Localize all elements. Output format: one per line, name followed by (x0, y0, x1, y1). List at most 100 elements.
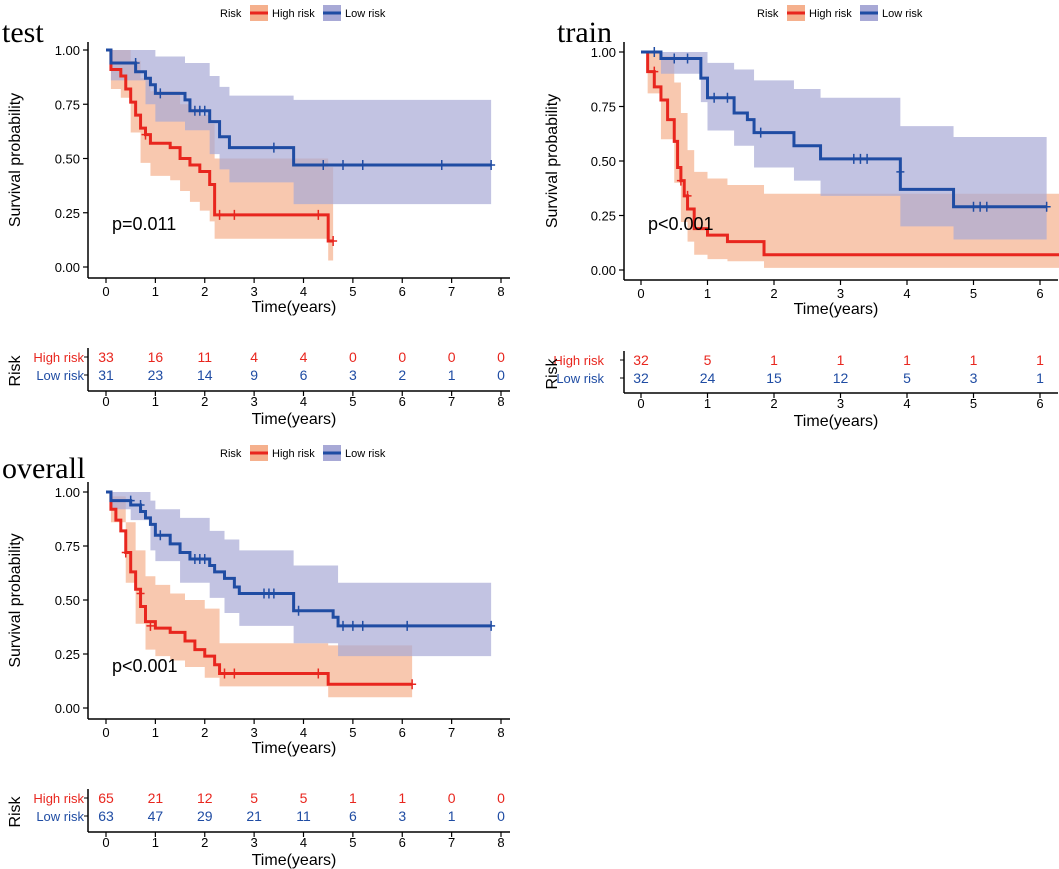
risk-table-x-label: Time(years) (252, 411, 337, 428)
censor-mark-high-risk (408, 679, 417, 690)
y-tick-label: 0.25 (55, 206, 80, 221)
risk-count: 5 (250, 790, 258, 806)
x-tick-label: 4 (300, 284, 307, 299)
censor-mark-low-risk (269, 142, 278, 153)
risk-x-tick-label: 3 (251, 835, 258, 850)
censor-mark-low-risk (136, 499, 145, 510)
risk-count: 1 (770, 352, 778, 368)
y-tick-label: 1.00 (55, 43, 80, 58)
x-axis-label: Time(years) (794, 301, 879, 318)
legend-title: Risk (220, 448, 242, 460)
ci-band-low-risk (106, 492, 492, 657)
risk-count: 0 (497, 808, 505, 824)
risk-x-tick-label: 4 (903, 396, 910, 411)
censor-mark-low-risk (156, 88, 165, 99)
y-axis-label: Survival probability (7, 93, 24, 227)
y-tick-label: 0.50 (55, 593, 80, 608)
censor-mark-low-risk (896, 166, 905, 177)
p-value: p<0.001 (648, 214, 714, 234)
censor-mark-low-risk (403, 620, 412, 631)
censor-mark-low-risk (650, 47, 659, 57)
survival-curve-low-risk (106, 48, 492, 167)
x-tick-label: 1 (152, 725, 159, 740)
risk-count: 0 (398, 349, 406, 365)
censor-mark-low-risk (339, 160, 347, 171)
legend-low-risk-label: Low risk (345, 448, 386, 460)
risk-x-tick-label: 2 (201, 394, 208, 409)
legend-title: Risk (757, 8, 779, 20)
x-axis-label: Time(years) (252, 299, 337, 316)
risk-count: 3 (970, 370, 978, 386)
censor-mark-high-risk (230, 668, 239, 679)
risk-x-tick-label: 6 (399, 835, 406, 850)
x-tick-label: 5 (349, 284, 356, 299)
risk-count: 1 (837, 352, 845, 368)
p-value: p=0.011 (112, 214, 176, 234)
censor-mark-high-risk (146, 620, 155, 631)
risk-count: 4 (250, 349, 258, 365)
censor-mark-high-risk (329, 235, 338, 246)
panel-title: train (557, 16, 612, 49)
risk-count: 11 (197, 349, 212, 365)
x-tick-label: 6 (399, 725, 406, 740)
risk-row-label-high: High risk (553, 353, 604, 368)
censor-mark-low-risk (269, 588, 278, 599)
y-tick-label: 0.75 (55, 539, 80, 554)
risk-table-x-label: Time(years) (252, 852, 337, 869)
risk-count: 1 (398, 790, 406, 806)
risk-count: 5 (704, 352, 712, 368)
legend-high-risk-label: High risk (272, 448, 315, 460)
censor-mark-low-risk (756, 127, 765, 138)
censor-mark-low-risk (723, 92, 732, 103)
risk-x-tick-label: 0 (637, 396, 644, 411)
x-tick-label: 5 (970, 286, 977, 301)
x-tick-label: 5 (349, 725, 356, 740)
risk-count: 3 (398, 808, 406, 824)
risk-count: 21 (148, 790, 164, 806)
risk-count: 0 (497, 367, 505, 383)
risk-x-tick-label: 6 (399, 394, 406, 409)
risk-count: 63 (98, 808, 114, 824)
legend: Risk High risk Low risk (220, 445, 386, 461)
censor-mark-low-risk (487, 160, 496, 171)
risk-count: 1 (448, 367, 456, 383)
censor-mark-low-risk (339, 620, 347, 631)
y-tick-label: 0.25 (55, 647, 80, 662)
x-tick-label: 6 (1036, 286, 1043, 301)
censor-mark-high-risk (230, 209, 239, 220)
risk-x-tick-label: 3 (837, 396, 844, 411)
legend-high-risk-label: High risk (809, 8, 852, 20)
censor-mark-high-risk (650, 66, 659, 77)
censor-mark-low-risk (670, 53, 679, 64)
x-tick-label: 3 (837, 286, 844, 301)
ci-band-low-risk (641, 52, 1047, 240)
p-value: p<0.001 (112, 656, 178, 676)
y-tick-label: 1.00 (591, 45, 616, 60)
censor-mark-low-risk (319, 160, 328, 171)
km-panel-test: test Risk High risk Low risk 0.00 0.25 0.50 0.7… (2, 5, 510, 428)
x-tick-label: 1 (152, 284, 159, 299)
censor-mark-high-risk (136, 588, 145, 599)
risk-count: 0 (448, 349, 456, 365)
x-tick-label: 4 (903, 286, 910, 301)
x-tick-label: 0 (637, 286, 644, 301)
risk-count: 14 (197, 367, 213, 383)
censor-mark-high-risk (121, 547, 130, 558)
risk-count: 12 (197, 790, 213, 806)
risk-count: 65 (98, 790, 114, 806)
risk-x-tick-label: 1 (152, 835, 159, 850)
y-tick-label: 0.75 (591, 100, 616, 115)
censor-mark-low-risk (358, 160, 367, 171)
censor-mark-low-risk (683, 53, 692, 64)
x-tick-label: 3 (251, 725, 258, 740)
censor-mark-low-risk (131, 58, 140, 69)
x-tick-label: 7 (448, 725, 455, 740)
risk-x-tick-label: 0 (102, 835, 109, 850)
risk-count: 0 (497, 349, 505, 365)
risk-count: 23 (148, 367, 164, 383)
y-axis-label: Survival probability (544, 94, 561, 228)
risk-x-tick-label: 1 (152, 394, 159, 409)
